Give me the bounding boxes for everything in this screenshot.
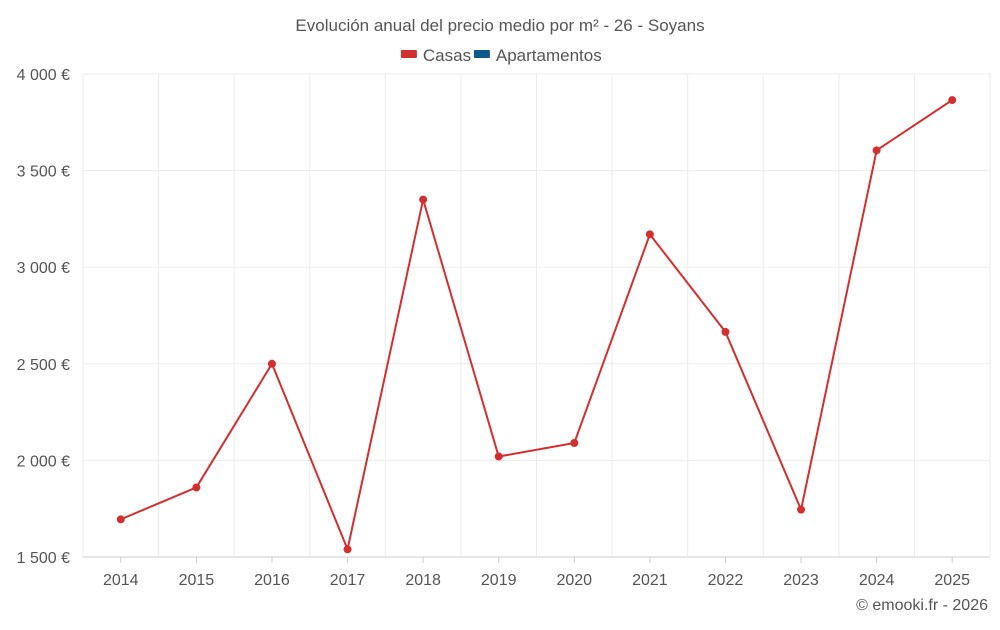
x-tick-label: 2022 — [708, 572, 744, 589]
data-point-casas[interactable] — [192, 483, 201, 492]
series-group — [116, 96, 957, 554]
data-point-casas[interactable] — [948, 96, 957, 105]
data-point-casas[interactable] — [645, 230, 654, 239]
y-tick-label: 2 500 € — [17, 357, 70, 374]
data-point-casas[interactable] — [797, 505, 806, 514]
x-tick-label: 2019 — [481, 572, 517, 589]
legend-swatch-casas[interactable] — [400, 50, 417, 58]
x-tick-label: 2021 — [632, 572, 668, 589]
chart-title: Evolución anual del precio medio por m² … — [295, 16, 704, 35]
y-tick-label: 2 000 € — [17, 453, 70, 470]
data-point-casas[interactable] — [721, 327, 730, 336]
x-tick-label: 2025 — [934, 572, 970, 589]
credit-text: © emooki.fr - 2026 — [856, 597, 988, 614]
y-tick-label: 4 000 € — [17, 67, 70, 84]
series-line-casas — [120, 99, 953, 551]
data-point-casas[interactable] — [494, 452, 503, 461]
y-tick-label: 3 500 € — [17, 164, 70, 181]
x-tick-label: 2014 — [103, 572, 139, 589]
legend-swatch-apartamentos[interactable] — [473, 50, 490, 58]
data-point-casas[interactable] — [343, 545, 352, 554]
x-tick-label: 2018 — [405, 572, 441, 589]
grid — [82, 73, 991, 558]
legend: Casas Apartamentos — [400, 46, 602, 65]
data-point-casas[interactable] — [419, 195, 428, 204]
y-tick-label: 1 500 € — [17, 550, 70, 567]
y-axis: 1 500 € 2 000 € 2 500 € 3 000 € 3 500 € 4 000… — [17, 67, 70, 567]
data-point-casas[interactable] — [872, 146, 881, 155]
x-tick-label: 2020 — [556, 572, 592, 589]
legend-label-apartamentos[interactable]: Apartamentos — [496, 46, 602, 65]
data-point-casas[interactable] — [267, 359, 276, 368]
y-tick-label: 3 000 € — [17, 260, 70, 277]
data-point-casas[interactable] — [570, 439, 579, 448]
x-axis: 2014 2015 2016 2017 2018 2019 2020 2021 2022 2023… — [103, 557, 970, 589]
x-tick-label: 2017 — [330, 572, 366, 589]
x-tick-label: 2024 — [859, 572, 895, 589]
data-point-casas[interactable] — [116, 515, 125, 524]
x-tick-label: 2016 — [254, 572, 290, 589]
legend-label-casas[interactable]: Casas — [423, 46, 471, 65]
x-tick-label: 2023 — [783, 572, 819, 589]
x-tick-label: 2015 — [179, 572, 215, 589]
